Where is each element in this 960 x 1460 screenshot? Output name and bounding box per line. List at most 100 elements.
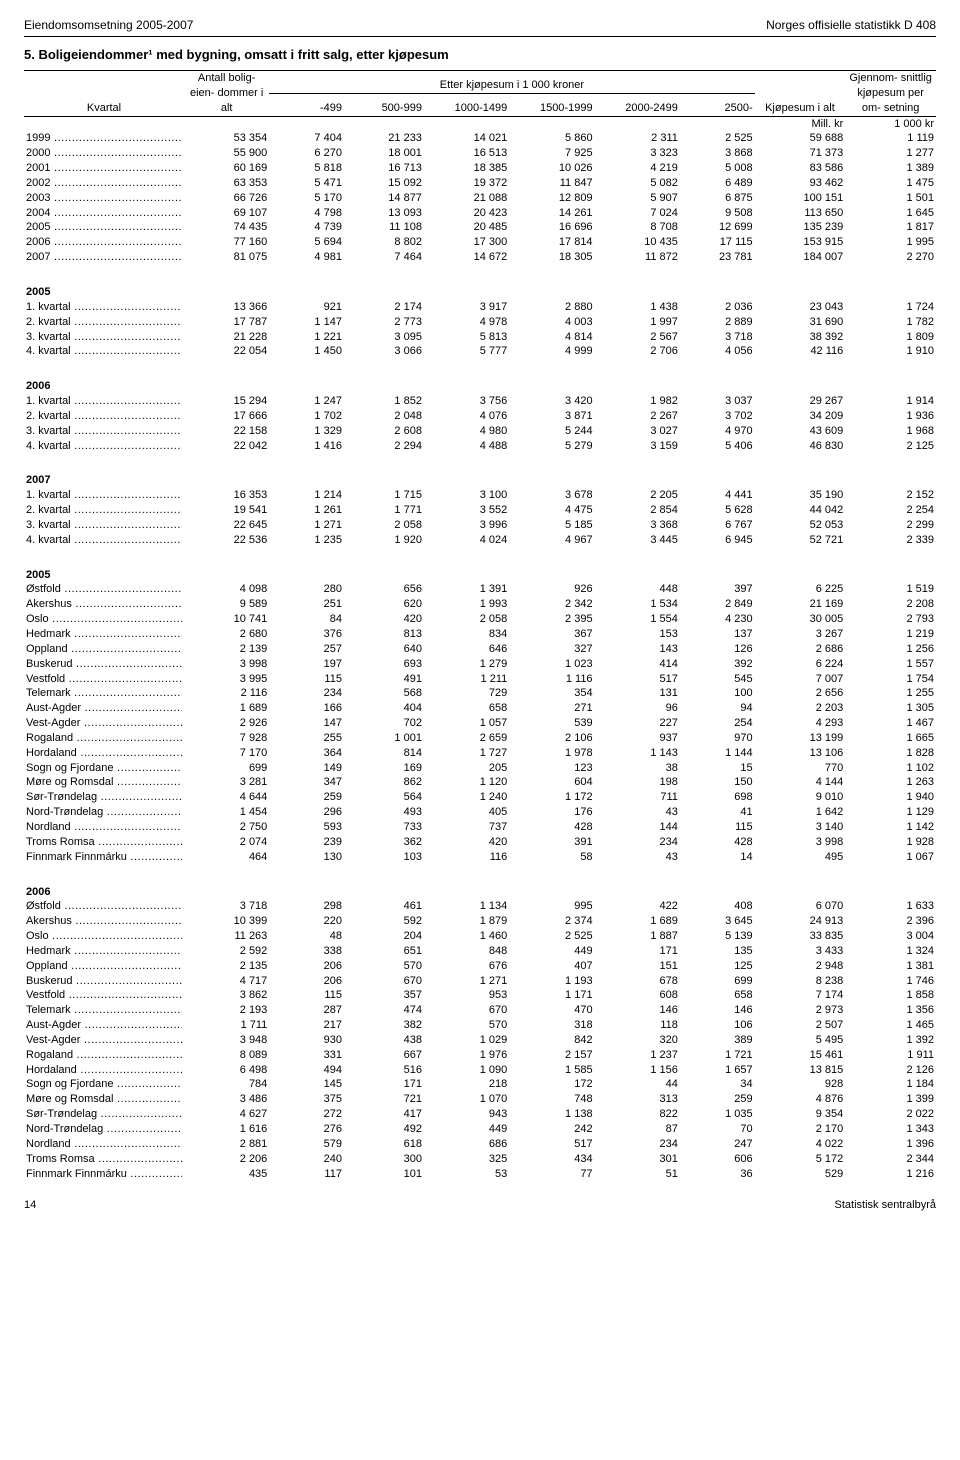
cell-value: 44 [595,1077,680,1092]
cell-value: 1 184 [845,1077,936,1092]
row-label: 2. kvartal [24,409,184,424]
cell-value: 13 366 [184,300,269,315]
table-row: 3. kvartal22 1581 3292 6084 9805 2443 02… [24,424,936,439]
row-label: Aust-Agder [24,1018,184,1033]
cell-value: 3 140 [755,820,846,835]
cell-value: 11 872 [595,250,680,265]
cell-value: 1 193 [509,974,594,989]
cell-value: 205 [424,761,509,776]
cell-value: 414 [595,657,680,672]
cell-value: 2 773 [344,315,424,330]
cell-value: 1 721 [680,1048,755,1063]
cell-value: 217 [269,1018,344,1033]
cell-value: 3 095 [344,330,424,345]
cell-value: 126 [680,642,755,657]
cell-value: 4 024 [424,533,509,548]
cell-value: 4 967 [509,533,594,548]
cell-value: 2 048 [344,409,424,424]
cell-value: 1 090 [424,1063,509,1078]
row-label: Hordaland [24,746,184,761]
row-label: Vest-Agder [24,716,184,731]
cell-value: 184 007 [755,250,846,265]
cell-value: 4 219 [595,161,680,176]
cell-value: 1 852 [344,394,424,409]
cell-value: 7 174 [755,988,846,1003]
cell-value: 6 224 [755,657,846,672]
cell-value: 943 [424,1107,509,1122]
table-row: Aust-Agder1 68916640465827196942 2031 30… [24,701,936,716]
cell-value: 325 [424,1152,509,1167]
cell-value: 1 142 [845,820,936,835]
cell-value: 1 396 [845,1137,936,1152]
col-span-header: Etter kjøpesum i 1 000 kroner [269,71,754,94]
col-range-2: 1000-1499 [424,93,509,116]
cell-value: 10 026 [509,161,594,176]
table-row: Vestfold3 8621153579531 1716086587 1741 … [24,988,936,1003]
cell-value: 2 342 [509,597,594,612]
cell-value: 1 657 [680,1063,755,1078]
cell-value: 4 475 [509,503,594,518]
cell-value: 81 075 [184,250,269,265]
table-row: 4. kvartal22 0421 4162 2944 4885 2793 15… [24,439,936,454]
cell-value: 2 193 [184,1003,269,1018]
cell-value: 2 106 [509,731,594,746]
cell-value: 1 689 [595,914,680,929]
cell-value: 862 [344,775,424,790]
cell-value: 434 [509,1152,594,1167]
cell-value: 171 [344,1077,424,1092]
cell-value: 667 [344,1048,424,1063]
cell-value: 461 [344,899,424,914]
table-row: 2. kvartal19 5411 2611 7713 5524 4752 85… [24,503,936,518]
cell-value: 516 [344,1063,424,1078]
cell-value: 13 815 [755,1063,846,1078]
cell-value: 1 102 [845,761,936,776]
cell-value: 7 404 [269,131,344,146]
cell-value: 29 267 [755,394,846,409]
table-row: Telemark2 1932874746704701461462 9731 35… [24,1003,936,1018]
table-row: Vest-Agder2 9261477021 0575392272544 293… [24,716,936,731]
cell-value: 15 092 [344,176,424,191]
cell-value: 247 [680,1137,755,1152]
table-row: Møre og Romsdal3 2813478621 120604198150… [24,775,936,790]
table-row: Telemark2 1162345687293541311002 6561 25… [24,686,936,701]
section-header: 2006 [24,369,936,394]
cell-value: 1 389 [845,161,936,176]
cell-value: 4 999 [509,344,594,359]
row-label: Akershus [24,914,184,929]
cell-value: 2 208 [845,597,936,612]
cell-value: 22 536 [184,533,269,548]
cell-value: 1 324 [845,944,936,959]
cell-value: 1 501 [845,191,936,206]
row-label: Vestfold [24,672,184,687]
cell-value: 407 [509,959,594,974]
cell-value: 2 036 [680,300,755,315]
cell-value: 6 767 [680,518,755,533]
cell-value: 495 [755,850,846,865]
cell-value: 77 160 [184,235,269,250]
cell-value: 721 [344,1092,424,1107]
cell-value: 2 206 [184,1152,269,1167]
cell-value: 651 [344,944,424,959]
cell-value: 94 [680,701,755,716]
row-label: Finnmark Finnmárku [24,1167,184,1182]
cell-value: 1 809 [845,330,936,345]
cell-value: 1 156 [595,1063,680,1078]
cell-value: 21 233 [344,131,424,146]
row-label: 2001 [24,161,184,176]
cell-value: 21 169 [755,597,846,612]
cell-value: 2 058 [424,612,509,627]
section-header: 2005 [24,275,936,300]
row-label: 4. kvartal [24,533,184,548]
table-row: 2. kvartal17 6661 7022 0484 0763 8712 26… [24,409,936,424]
cell-value: 646 [424,642,509,657]
cell-value: 101 [344,1167,424,1182]
cell-value: 7 464 [344,250,424,265]
cell-value: 4 441 [680,488,755,503]
cell-value: 113 650 [755,206,846,221]
cell-value: 34 [680,1077,755,1092]
cell-value: 2 022 [845,1107,936,1122]
cell-value: 2 507 [755,1018,846,1033]
cell-value: 1 392 [845,1033,936,1048]
cell-value: 15 461 [755,1048,846,1063]
cell-value: 1 221 [269,330,344,345]
